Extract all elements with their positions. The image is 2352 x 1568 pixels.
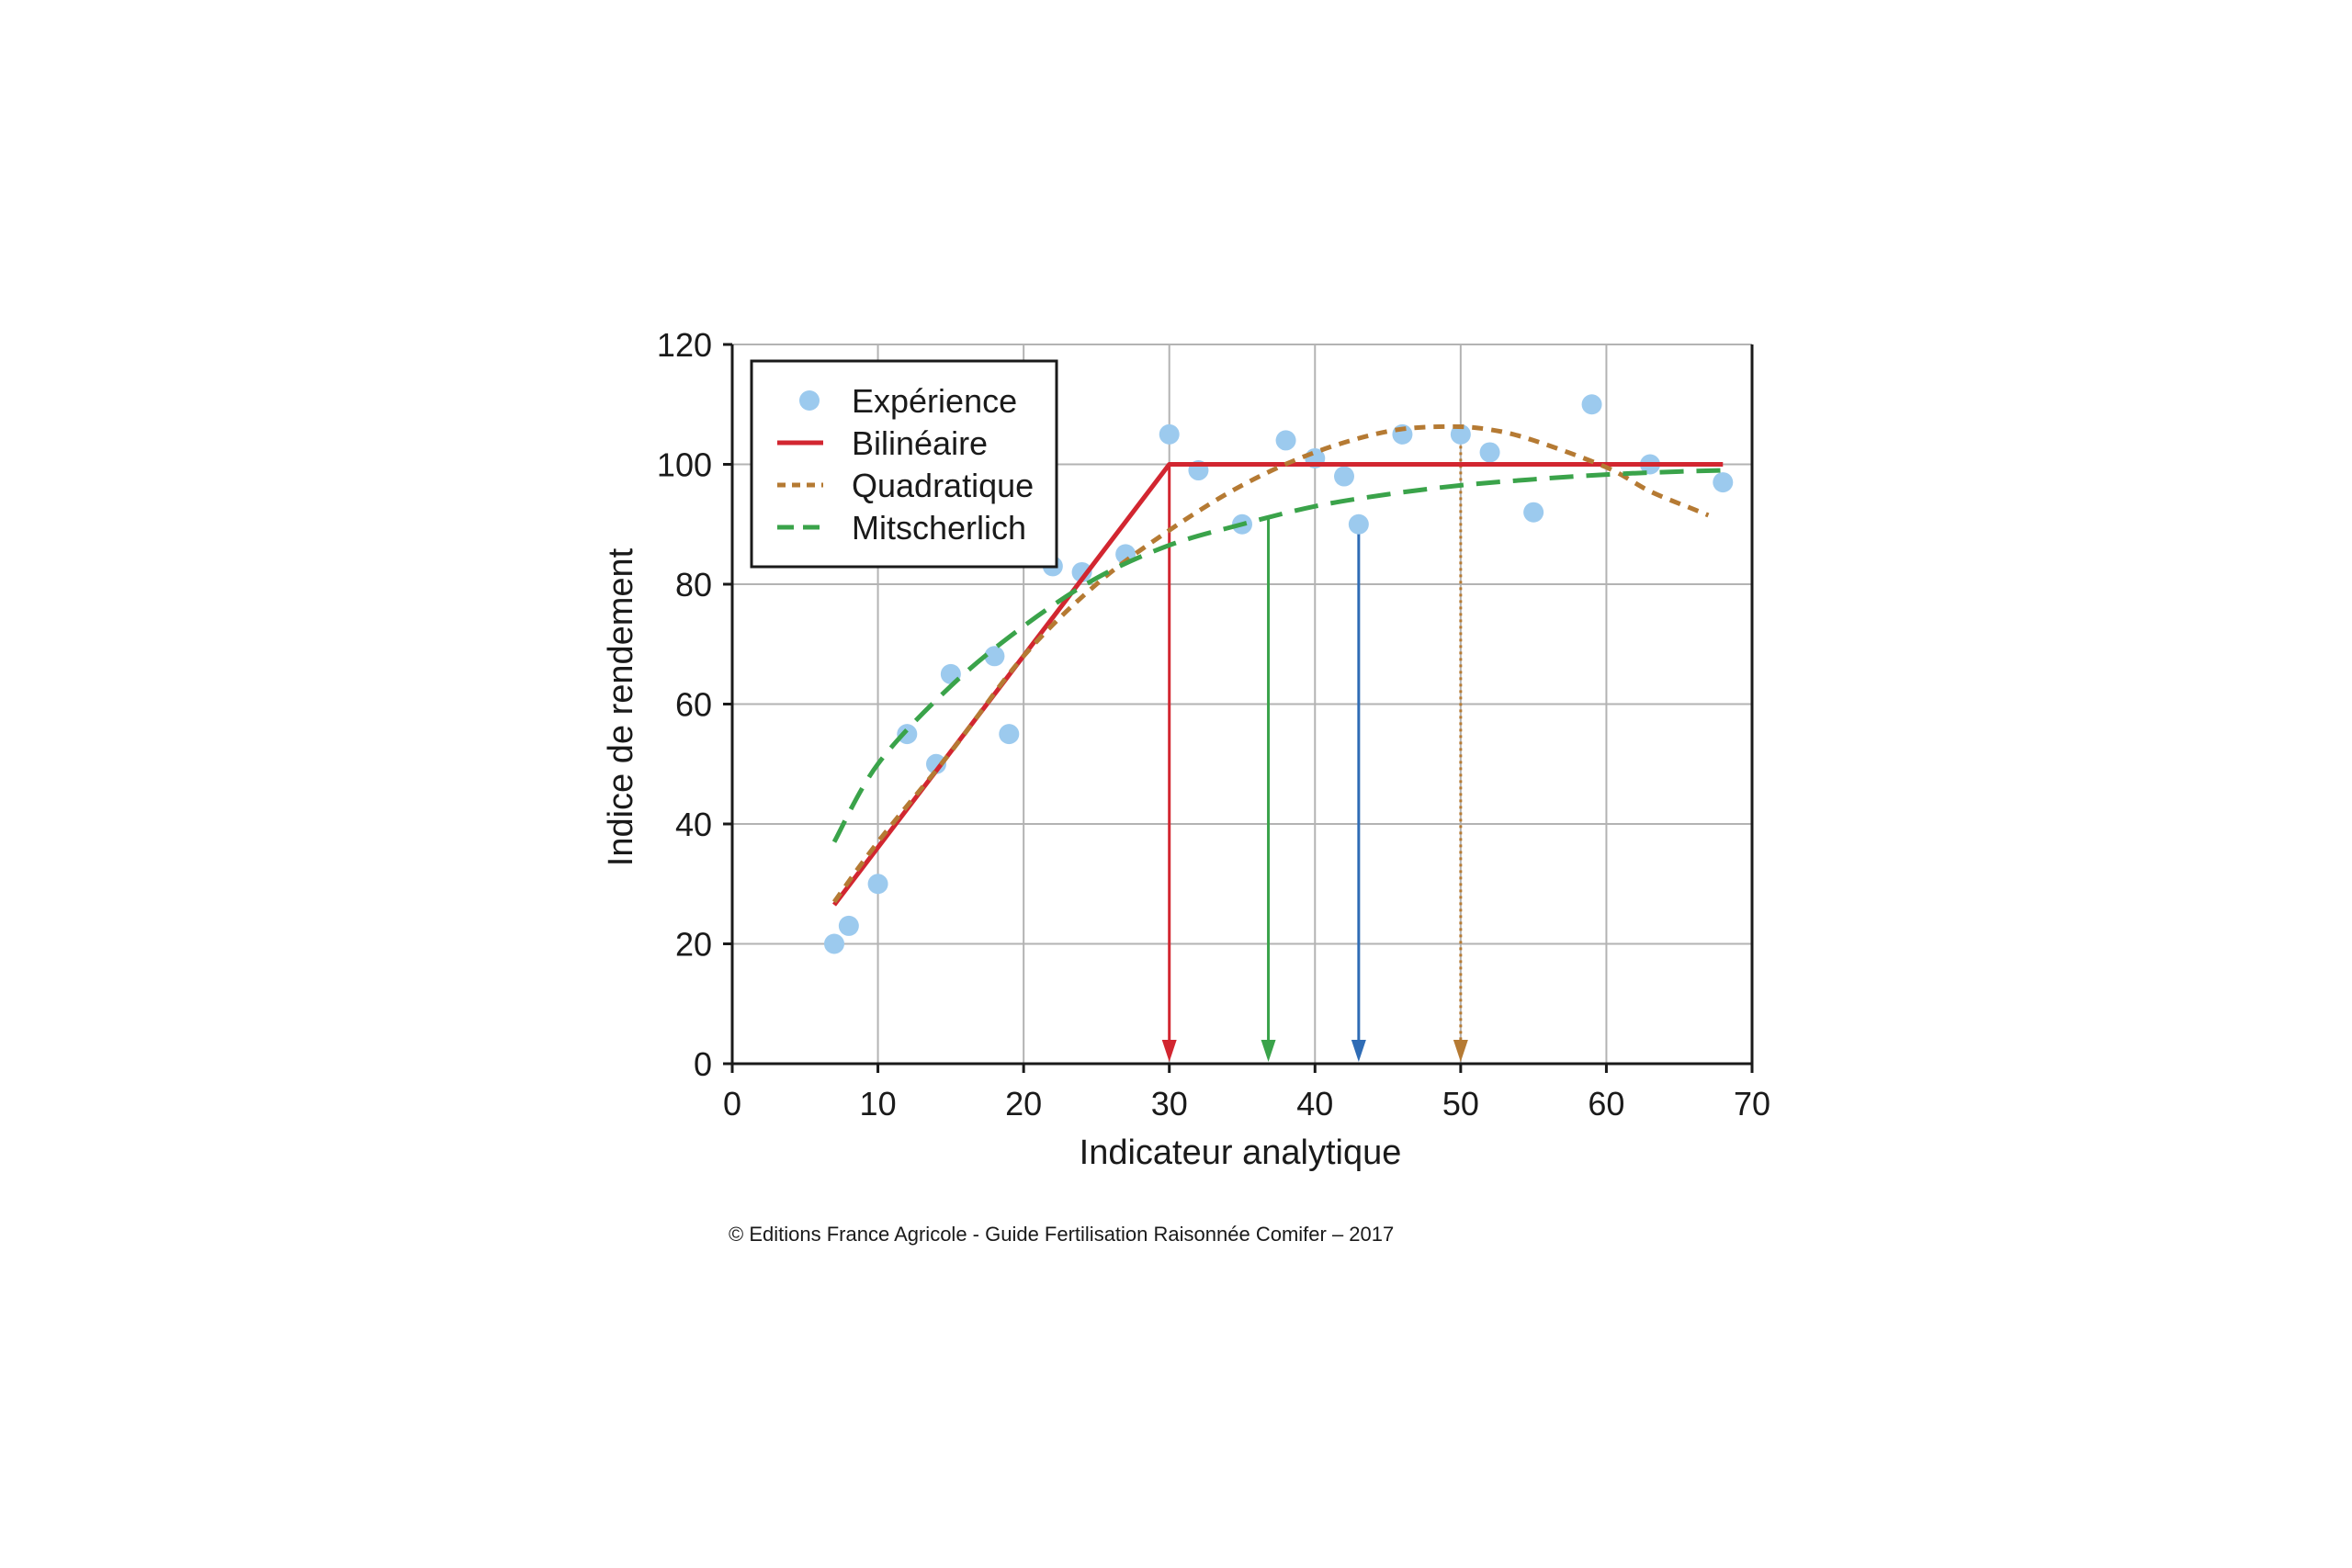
data-point [1159, 423, 1180, 445]
data-point [1479, 442, 1500, 463]
data-point [1348, 513, 1369, 535]
x-tick-label: 40 [1296, 1085, 1333, 1122]
data-point [1450, 423, 1471, 445]
y-tick-label: 100 [657, 446, 712, 484]
x-axis-title: Indicateur analytique [1080, 1134, 1402, 1172]
data-point [1334, 466, 1354, 487]
threshold-markers [1161, 426, 1468, 1062]
data-point [999, 724, 1020, 745]
series-group [824, 394, 1734, 954]
threshold-arrow-head [1453, 1040, 1468, 1062]
y-axis-title: Indice de rendement [602, 547, 640, 866]
series-line-mitscherlich [831, 468, 1724, 843]
data-point [926, 753, 946, 774]
data-point [1713, 472, 1734, 493]
x-tick-label: 20 [1005, 1085, 1042, 1122]
data-point [838, 915, 859, 936]
data-point [867, 874, 888, 895]
legend-label: Bilinéaire [852, 424, 988, 462]
threshold-arrow-head [1351, 1040, 1366, 1062]
credit-text: © Editions France Agricole - Guide Ferti… [729, 1223, 1394, 1246]
x-tick-label: 70 [1734, 1085, 1770, 1122]
x-tick-label: 0 [723, 1085, 741, 1122]
y-tick-label: 60 [675, 686, 712, 724]
y-tick-label: 0 [694, 1045, 712, 1083]
x-tick-label: 10 [860, 1085, 897, 1122]
x-tick-label: 50 [1442, 1085, 1479, 1122]
data-point [1275, 430, 1296, 451]
legend-label: Quadratique [852, 467, 1034, 504]
y-tick-label: 80 [675, 566, 712, 604]
x-tick-label: 60 [1588, 1085, 1624, 1122]
threshold-arrow-head [1261, 1040, 1276, 1062]
data-point [984, 646, 1005, 667]
y-tick-label: 120 [657, 326, 712, 364]
data-point [1581, 394, 1602, 415]
legend-swatch [799, 390, 820, 411]
axes: 0 10 20 30 40 50 60 70 0 20 40 60 80 100 120 [657, 326, 1770, 1122]
y-tick-label: 20 [675, 926, 712, 964]
legend-label: Expérience [852, 382, 1017, 420]
threshold-arrow-head [1161, 1040, 1177, 1062]
legend-label: Mitscherlich [852, 509, 1026, 547]
legend: Expérience Bilinéaire Quadratique Mitscherl… [750, 359, 1058, 569]
series-line-quadratique [831, 423, 1710, 904]
y-tick-label: 40 [675, 806, 712, 843]
data-point [1071, 561, 1092, 582]
data-point [824, 933, 844, 954]
data-point [897, 724, 918, 745]
data-point [1523, 502, 1544, 523]
x-tick-label: 30 [1151, 1085, 1188, 1122]
